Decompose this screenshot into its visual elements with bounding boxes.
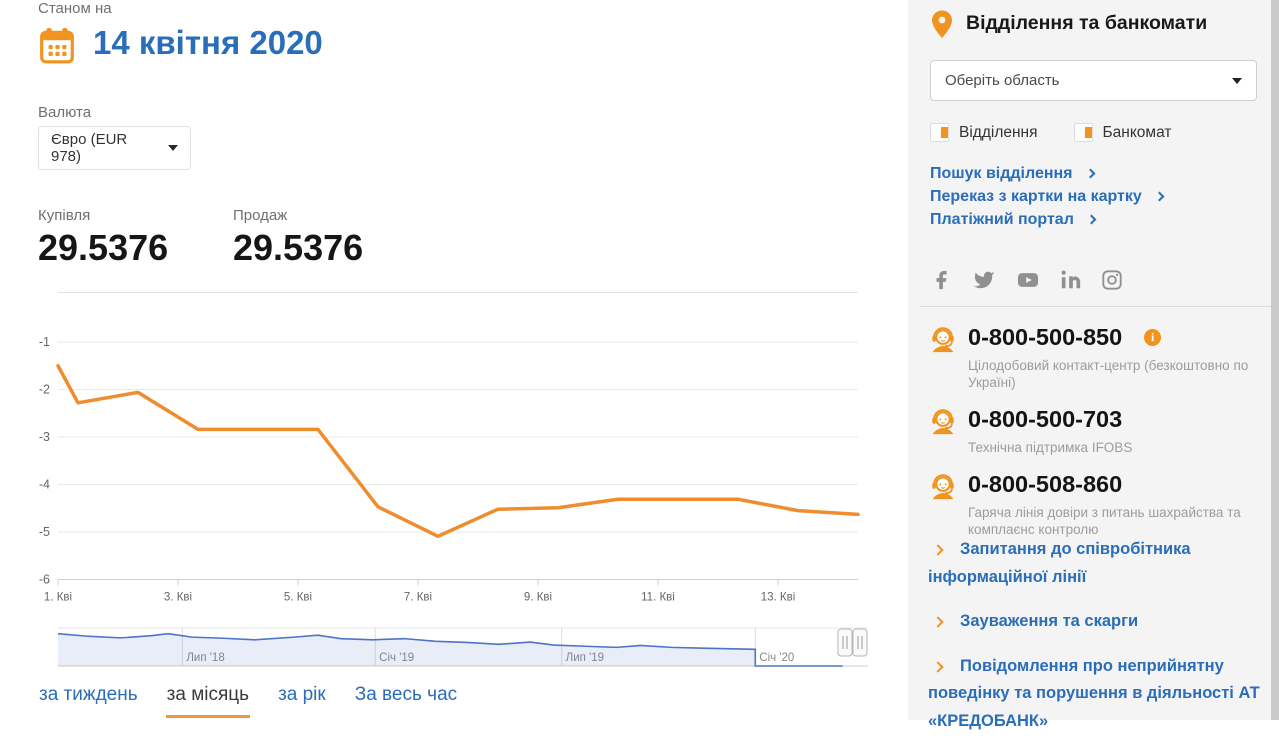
feedback-link[interactable]: Зауваження та скарги xyxy=(928,608,1260,636)
svg-text:3. Кві: 3. Кві xyxy=(164,592,192,604)
info-icon[interactable]: i xyxy=(1144,328,1162,346)
range-tab[interactable]: За весь час xyxy=(354,684,458,718)
svg-text:-3: -3 xyxy=(39,430,50,444)
chevron-down-icon xyxy=(1232,77,1242,84)
region-select-value: Оберіть область xyxy=(945,72,1060,89)
page-scrollbar[interactable] xyxy=(1271,0,1279,720)
feedback-link[interactable]: Запитання до співробітника інформаційної… xyxy=(928,540,1191,586)
range-tab[interactable]: за місяць xyxy=(165,684,251,718)
operator-icon xyxy=(928,406,958,436)
chevron-down-icon xyxy=(168,145,178,151)
legend-checkbox-icon xyxy=(1073,123,1093,142)
divider xyxy=(920,306,1272,307)
buy-value: 29.5376 xyxy=(38,227,169,268)
buy-label: Купівля xyxy=(38,207,91,224)
range-tab[interactable]: за рік xyxy=(277,684,327,718)
svg-text:Лип '18: Лип '18 xyxy=(186,652,224,664)
range-tabs: за тиждень за місяць за рік За весь час xyxy=(38,684,458,718)
svg-text:-5: -5 xyxy=(39,525,50,539)
svg-text:-2: -2 xyxy=(39,383,50,397)
hotline-row: 0-800-508-860 Гаряча лінія довіри з пита… xyxy=(928,469,1258,538)
calendar-icon xyxy=(38,27,76,65)
map-legend-item[interactable]: Банкомат xyxy=(1073,123,1171,142)
hotline-description: Гаряча лінія довіри з питань шахрайства … xyxy=(968,505,1241,537)
svg-text:-4: -4 xyxy=(39,478,50,492)
facebook-icon[interactable] xyxy=(931,269,953,291)
youtube-icon[interactable] xyxy=(1015,269,1041,291)
quick-link[interactable]: Платіжний портал xyxy=(930,208,1163,231)
operator-icon xyxy=(928,471,958,501)
svg-text:-1: -1 xyxy=(39,335,50,349)
hotline-row: 0-800-500-850 i Цілодобовий контакт-цент… xyxy=(928,322,1258,391)
currency-label: Валюта xyxy=(38,104,92,121)
operator-icon xyxy=(928,324,958,354)
map-legend-item[interactable]: Відділення xyxy=(930,123,1038,142)
map-legend: Відділення Банкомат xyxy=(930,123,1171,142)
branches-panel: Відділення та банкомати Оберіть область … xyxy=(908,0,1272,730)
hotline-row: 0-800-500-703 Технічна підтримка IFOBS xyxy=(928,404,1258,456)
hotline-number[interactable]: 0-800-500-703 xyxy=(968,405,1123,432)
chevron-right-icon xyxy=(1085,168,1095,179)
navigator-handle[interactable] xyxy=(837,628,853,657)
svg-text:Лип '19: Лип '19 xyxy=(566,652,604,664)
as-of-label: Станом на xyxy=(38,0,112,17)
svg-text:5. Кві: 5. Кві xyxy=(284,592,312,604)
region-select[interactable]: Оберіть область xyxy=(930,60,1257,101)
social-links xyxy=(931,269,1123,291)
chevron-right-icon xyxy=(1154,191,1165,202)
navigator-handle[interactable] xyxy=(852,628,868,657)
svg-text:-6: -6 xyxy=(39,573,50,587)
svg-text:Січ '19: Січ '19 xyxy=(379,652,414,664)
svg-text:1. Кві: 1. Кві xyxy=(44,592,72,604)
chevron-right-icon xyxy=(1086,214,1097,225)
svg-text:11. Кві: 11. Кві xyxy=(641,592,675,604)
divider xyxy=(58,292,858,293)
instagram-icon[interactable] xyxy=(1101,269,1123,291)
rates-panel: Станом на 14 квітня 2020 Валюта Євро (EU… xyxy=(0,0,880,718)
linkedin-icon[interactable] xyxy=(1060,269,1082,291)
branches-title: Відділення та банкомати xyxy=(966,12,1208,34)
svg-text:7. Кві: 7. Кві xyxy=(404,592,432,604)
hotline-description: Цілодобовий контакт-центр (безкоштовно п… xyxy=(968,358,1249,390)
hotlines: 0-800-500-850 i Цілодобовий контакт-цент… xyxy=(928,322,1258,551)
sell-value: 29.5376 xyxy=(233,227,364,268)
quick-link[interactable]: Переказ з картки на картку xyxy=(930,185,1165,208)
quick-link[interactable]: Пошук відділення xyxy=(930,162,1163,185)
sell-label: Продаж xyxy=(233,207,288,224)
svg-text:Січ '20: Січ '20 xyxy=(759,652,794,664)
twitter-icon[interactable] xyxy=(972,269,996,291)
svg-text:13. Кві: 13. Кві xyxy=(761,592,796,604)
svg-text:9. Кві: 9. Кві xyxy=(524,592,552,604)
chart-navigator[interactable]: Лип '18 Січ '19 Лип '19 Січ '20 xyxy=(0,624,880,676)
currency-select-value: Євро (EUR 978) xyxy=(51,131,128,165)
quick-links: Пошук відділення Переказ з картки на кар… xyxy=(930,162,1165,231)
legend-checkbox-icon xyxy=(930,123,949,142)
feedback-links: Запитання до співробітника інформаційної… xyxy=(928,536,1260,752)
feedback-link[interactable]: Повідомлення про неприйнятну поведінку т… xyxy=(928,656,1260,730)
rate-date: 14 квітня 2020 xyxy=(93,24,323,61)
hotline-number[interactable]: 0-800-500-850 xyxy=(968,323,1123,350)
currency-select[interactable]: Євро (EUR 978) xyxy=(38,126,191,170)
chevron-right-icon xyxy=(932,660,944,673)
hotline-description: Технічна підтримка IFOBS xyxy=(968,440,1133,455)
hotline-number[interactable]: 0-800-508-860 xyxy=(968,470,1123,497)
location-pin-icon xyxy=(930,9,954,40)
range-tab[interactable]: за тиждень xyxy=(38,684,139,718)
chevron-right-icon xyxy=(932,616,944,628)
chevron-right-icon xyxy=(932,544,944,556)
rate-chart: -1 -2 -3 -4 -5 -6 1. Кві 3. Кві 5. Кві 7. Кві 9. К… xyxy=(39,335,860,604)
